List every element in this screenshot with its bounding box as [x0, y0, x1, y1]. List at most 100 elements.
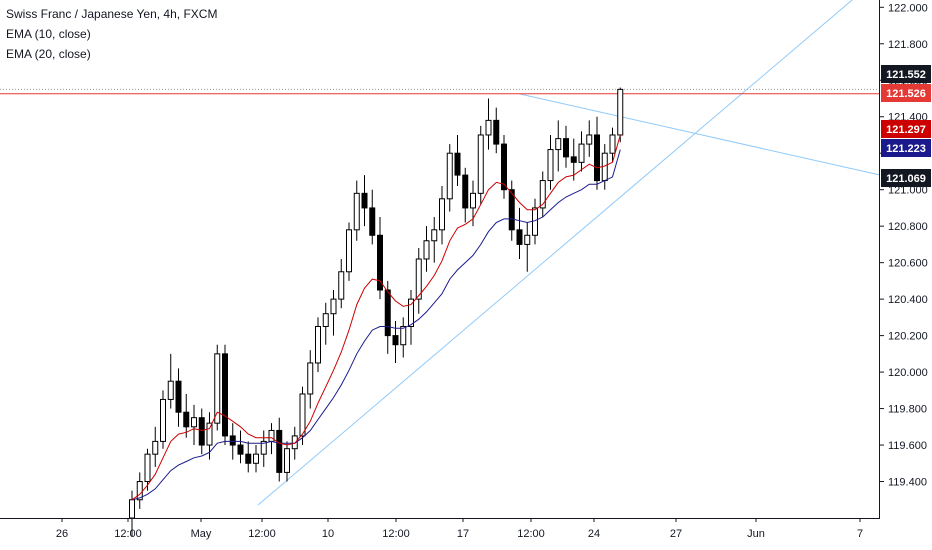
price-tag-label: 121.069 [886, 173, 926, 185]
candle [160, 390, 166, 449]
candle [563, 125, 569, 168]
candle [307, 350, 314, 409]
candle [423, 226, 430, 272]
candle-body-up [307, 362, 314, 395]
candle-body-down [245, 453, 252, 464]
candle [415, 248, 422, 314]
candle-body-down [594, 134, 600, 182]
ascending-trendline [257, 0, 853, 506]
candle-body-down [222, 353, 228, 437]
time-tick-label: 17 [457, 528, 469, 540]
candle [237, 430, 244, 464]
legend-ema-20[interactable]: EMA (20, close) [6, 47, 91, 61]
candle-body-down [501, 143, 507, 191]
price-tick-label: 120.200 [888, 331, 928, 343]
candle [408, 290, 414, 345]
candle-body-down [369, 207, 376, 236]
candle [377, 217, 383, 300]
price-tag-bg [881, 120, 931, 138]
price-tick-label: 120.000 [888, 367, 928, 379]
candle-body-down [384, 289, 391, 337]
candle [570, 138, 577, 181]
time-tick-label: 12:00 [114, 528, 142, 540]
candle-body-up [330, 298, 337, 315]
candle-body-down [229, 435, 236, 446]
candle-body-up [415, 258, 422, 300]
candle [214, 344, 221, 431]
candle-body-up [253, 453, 259, 464]
candle [222, 344, 228, 446]
legend-ema-10[interactable]: EMA (10, close) [6, 27, 91, 41]
price-tag-ema-10: 121.297 [881, 120, 931, 138]
candle-body-up [423, 240, 430, 260]
candle [245, 441, 252, 473]
candle [547, 134, 554, 190]
candle [322, 302, 329, 345]
candle-body-up [524, 234, 531, 245]
candle [175, 368, 182, 427]
candle [167, 353, 174, 409]
candle-body-up [206, 422, 213, 446]
candle-body-up [167, 380, 174, 400]
candle-body-up [446, 152, 453, 200]
candle-body-up [160, 398, 166, 442]
price-tag-bg [881, 169, 931, 187]
candle-body-down [237, 444, 244, 455]
candle-body-down [198, 417, 205, 446]
time-tick-label: May [191, 528, 212, 540]
candle [609, 127, 616, 163]
candle [299, 386, 306, 446]
candle-body-up [617, 88, 624, 136]
candle [617, 87, 624, 143]
candle-body-up [431, 229, 438, 242]
candle-body-up [322, 313, 329, 327]
candle [439, 186, 445, 245]
price-tag-bg [881, 84, 931, 102]
candle [346, 222, 352, 281]
candle [462, 167, 469, 223]
price-tag-bg [881, 139, 931, 157]
chart-legend: Swiss Franc / Japanese Yen, 4h, FXCM EMA… [6, 4, 217, 64]
time-tick-label: 12:00 [382, 528, 410, 540]
price-tick-label: 119.800 [888, 404, 927, 416]
candle [516, 207, 523, 259]
time-axis[interactable]: 26 12:00 May 12:00 10 12:00 17 12:00 24 27 Jun 7 [56, 518, 863, 540]
price-tick-label: 119.400 [888, 477, 927, 489]
candle-body-up [152, 440, 159, 455]
price-tag-trendline: 121.069 [881, 169, 931, 187]
candle-body-up [470, 192, 476, 209]
descending-trendline [519, 93, 881, 176]
candle [315, 317, 321, 373]
candle-body-up [214, 353, 221, 424]
candle-body-down [570, 156, 577, 163]
ema-layer [131, 134, 621, 501]
candle [539, 171, 546, 218]
time-tick-label: 12:00 [517, 528, 545, 540]
candles-layer [129, 87, 624, 537]
candle-body-up [609, 134, 616, 154]
candle-body-up [346, 229, 352, 273]
candle-body-down [377, 234, 383, 291]
price-tag-bg [881, 65, 931, 83]
candle-body-up [439, 198, 445, 231]
candle [508, 180, 515, 241]
candle-body-up [284, 448, 290, 473]
time-tick-label: 10 [322, 528, 334, 540]
candle [594, 116, 600, 190]
candle-body-up [539, 180, 546, 209]
price-tick-label: 120.800 [888, 221, 928, 233]
candle [284, 441, 290, 482]
candle [152, 426, 159, 467]
price-tick-label: 121.000 [888, 185, 928, 197]
drawing-layer [0, 0, 881, 506]
candle-body-down [493, 119, 500, 145]
candle-body-up [547, 149, 554, 182]
price-tag-label: 121.526 [886, 88, 926, 100]
price-tag-label: 121.552 [886, 69, 926, 81]
legend-symbol-title[interactable]: Swiss Franc / Japanese Yen, 4h, FXCM [6, 7, 218, 21]
candle-body-up [144, 453, 151, 483]
candle-body-down [563, 138, 569, 158]
candle [400, 317, 407, 358]
